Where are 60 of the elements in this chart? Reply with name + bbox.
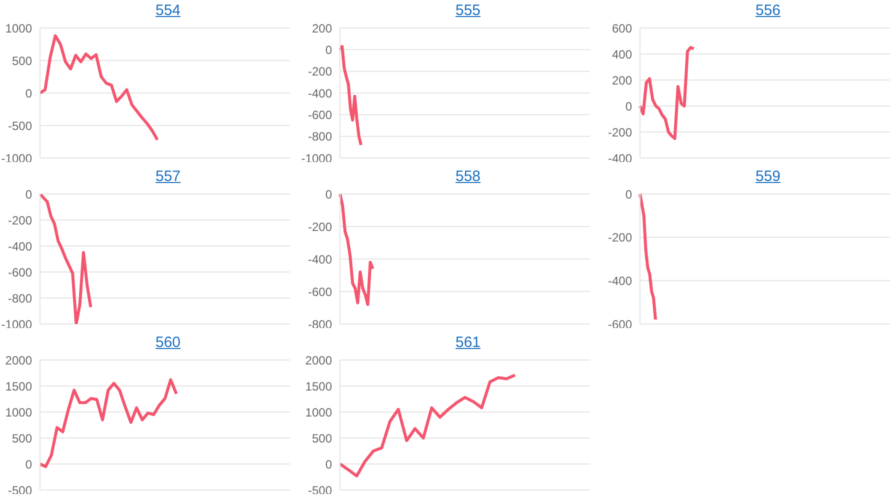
y-tick-label: -1000 bbox=[1, 317, 32, 332]
chart-title: 556 bbox=[754, 1, 782, 21]
y-tick-label: -800 bbox=[308, 130, 332, 144]
y-tick-label: 500 bbox=[12, 431, 32, 446]
line-series bbox=[338, 44, 363, 146]
y-tick-label: -800 bbox=[8, 291, 32, 306]
y-tick-label: -200 bbox=[308, 64, 332, 79]
y-tick-label: 1500 bbox=[5, 379, 32, 394]
chart-title: 560 bbox=[154, 333, 182, 353]
y-tick-label: 0 bbox=[25, 457, 32, 472]
y-tick-label: 200 bbox=[312, 21, 332, 36]
y-tick-label: 1000 bbox=[305, 405, 332, 420]
y-tick-label: 1000 bbox=[5, 405, 32, 420]
y-tick-label: -500 bbox=[8, 118, 32, 133]
y-tick-label: -600 bbox=[8, 265, 32, 280]
y-tick-label: 200 bbox=[612, 73, 632, 88]
y-tick-label: 0 bbox=[25, 187, 32, 202]
y-tick-label: 2000 bbox=[305, 353, 332, 368]
y-tick-label: 0 bbox=[625, 187, 632, 202]
y-tick-label: 2000 bbox=[5, 353, 32, 368]
y-tick-label: 500 bbox=[312, 431, 332, 446]
line-series bbox=[38, 34, 159, 142]
y-tick-label: 1000 bbox=[5, 21, 32, 36]
y-tick-label: -400 bbox=[608, 274, 632, 288]
chart-title: 561 bbox=[454, 333, 482, 353]
y-tick-label: -800 bbox=[308, 317, 332, 332]
chart-title: 555 bbox=[454, 1, 482, 21]
line-series bbox=[638, 46, 696, 140]
line-series bbox=[638, 194, 658, 322]
y-tick-label: -500 bbox=[308, 483, 332, 497]
chart-title: 559 bbox=[754, 167, 782, 187]
y-tick-label: -400 bbox=[8, 239, 32, 254]
y-tick-label: -600 bbox=[608, 317, 632, 332]
y-tick-label: 600 bbox=[612, 21, 632, 36]
y-tick-label: 500 bbox=[12, 54, 32, 68]
line-series bbox=[38, 378, 178, 468]
line-series bbox=[338, 374, 516, 478]
y-tick-label: -200 bbox=[608, 125, 632, 140]
line-series bbox=[338, 194, 374, 306]
y-tick-label: -400 bbox=[608, 151, 632, 166]
y-tick-label: -200 bbox=[608, 230, 632, 245]
y-tick-label: -500 bbox=[8, 483, 32, 497]
y-tick-label: 0 bbox=[325, 457, 332, 472]
y-tick-label: 400 bbox=[612, 47, 632, 62]
chart-title: 558 bbox=[454, 167, 482, 187]
y-tick-label: 0 bbox=[25, 86, 32, 100]
chart-title: 554 bbox=[154, 1, 182, 21]
y-tick-label: -200 bbox=[308, 220, 332, 234]
chart-title: 557 bbox=[154, 167, 182, 187]
y-tick-label: -200 bbox=[8, 213, 32, 228]
y-tick-label: 1500 bbox=[305, 379, 332, 394]
y-tick-label: -1000 bbox=[301, 151, 332, 166]
y-tick-label: -1000 bbox=[1, 151, 32, 166]
y-tick-label: 0 bbox=[325, 42, 332, 57]
y-tick-label: -600 bbox=[308, 108, 332, 122]
y-tick-label: -400 bbox=[308, 252, 332, 266]
y-tick-label: -600 bbox=[308, 284, 332, 299]
y-tick-label: 0 bbox=[625, 99, 632, 114]
y-tick-label: -400 bbox=[308, 86, 332, 100]
y-tick-label: 0 bbox=[325, 187, 332, 202]
